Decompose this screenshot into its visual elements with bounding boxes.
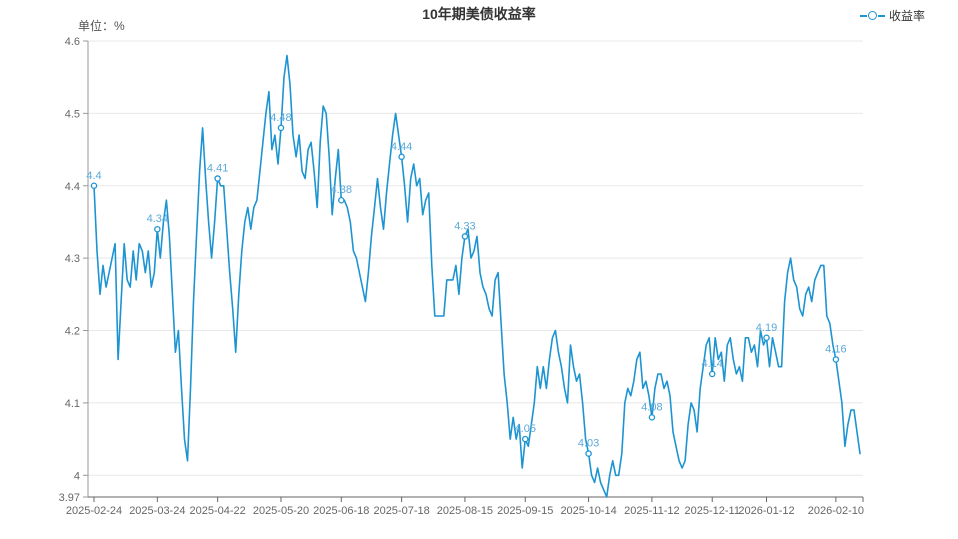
- data-point-marker: [461, 233, 469, 240]
- y-axis-tick-label: 4.3: [65, 253, 80, 265]
- x-axis-tick-label: 2025-06-18: [313, 505, 369, 517]
- data-point-label: 4.48: [270, 112, 291, 124]
- data-point-label: 4.38: [331, 184, 352, 196]
- y-axis-tick-label: 4.1: [65, 398, 80, 410]
- legend-label: 收益率: [888, 9, 925, 23]
- data-point-label: 4.41: [207, 163, 228, 175]
- y-axis-tick-label: 4: [74, 470, 80, 482]
- yield-series-line: [93, 54, 861, 498]
- x-axis-tick-label: 2025-10-14: [560, 505, 616, 517]
- x-axis-labels: 2025-02-24 2025-03-24 2025-04-22 2025-05-20…: [66, 497, 864, 517]
- data-point-marker: [585, 450, 592, 457]
- data-point-marker: [90, 182, 98, 190]
- line-series-icon: [859, 11, 885, 21]
- axis-lines: [87, 41, 863, 498]
- data-point-label: 4.33: [454, 220, 475, 232]
- data-point-marker: [154, 225, 161, 233]
- marked-points: 4.4 4.34 4.41 4.48 4.38 4.44 4.33 4.05 4.03 4.08 4…: [86, 112, 847, 457]
- x-axis-tick-label: 2026-01-12: [738, 505, 794, 517]
- data-point-marker: [708, 370, 716, 378]
- data-point-label: 4.4: [86, 170, 101, 182]
- data-point-marker: [338, 196, 345, 204]
- data-point-label: 4.03: [578, 438, 599, 450]
- data-point-label: 4.14: [702, 358, 723, 370]
- data-point-label: 4.08: [641, 401, 662, 413]
- y-axis-tick-label: 3.97: [59, 492, 80, 504]
- data-point-marker: [214, 175, 221, 182]
- x-axis-tick-label: 2025-08-15: [437, 505, 493, 517]
- data-point-marker: [648, 414, 656, 421]
- x-axis-tick-label: 2026-02-10: [808, 505, 864, 517]
- data-point-marker: [832, 356, 840, 363]
- x-axis-tick-label: 2025-05-20: [253, 505, 309, 517]
- y-axis-tick-label: 4.5: [65, 108, 80, 120]
- chart-title: 10年期美债收益率: [422, 6, 536, 22]
- data-point-marker: [522, 435, 529, 443]
- y-axis-tick-label: 4.4: [65, 181, 80, 193]
- x-axis-tick-label: 2025-04-22: [190, 505, 246, 517]
- data-point-marker: [398, 153, 405, 161]
- data-point-label: 4.05: [515, 423, 536, 435]
- data-point-label: 4.16: [825, 343, 846, 355]
- data-point-marker: [763, 334, 770, 342]
- x-axis-tick-label: 2025-12-11: [685, 505, 740, 517]
- x-axis-tick-label: 2025-09-15: [497, 505, 553, 517]
- y-axis-unit-label: 单位：%: [78, 19, 125, 33]
- data-point-label: 4.44: [391, 141, 412, 153]
- x-axis-tick-label: 2025-07-18: [373, 505, 429, 517]
- data-point-marker: [277, 124, 285, 132]
- x-axis-tick-label: 2025-02-24: [66, 505, 122, 517]
- data-point-label: 4.34: [147, 213, 168, 225]
- data-point-label: 4.19: [756, 322, 777, 334]
- y-axis-tick-label: 4.6: [65, 36, 80, 48]
- x-axis-tick-label: 2025-03-24: [129, 505, 185, 517]
- x-axis-tick-label: 2025-11-12: [624, 505, 679, 517]
- grid-lines: [88, 40, 863, 476]
- y-axis-tick-label: 4.2: [65, 326, 80, 338]
- legend-item-yield[interactable]: 收益率: [859, 7, 925, 24]
- y-axis-labels: 4.6 4.5 4.4 4.3 4.2 4.1 4 3.97: [59, 36, 88, 504]
